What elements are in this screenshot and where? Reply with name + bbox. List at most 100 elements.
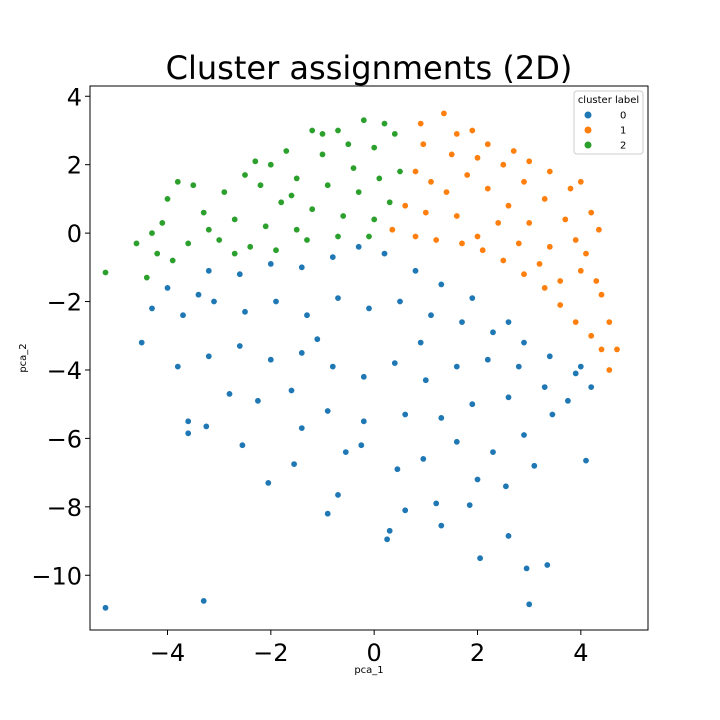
- x-tick-label: −4: [150, 639, 185, 667]
- data-point-cluster-1: [484, 140, 492, 148]
- data-point-cluster-0: [164, 284, 172, 292]
- data-point-cluster-2: [143, 274, 151, 282]
- data-point-cluster-0: [530, 462, 538, 470]
- data-point-cluster-0: [515, 363, 523, 371]
- data-point-cluster-0: [184, 429, 192, 437]
- data-point-cluster-1: [541, 195, 549, 203]
- data-point-cluster-0: [272, 297, 280, 305]
- legend-box: [573, 90, 644, 155]
- data-point-cluster-0: [476, 554, 484, 562]
- data-point-cluster-0: [226, 390, 234, 398]
- data-point-cluster-0: [254, 397, 262, 405]
- data-point-cluster-2: [205, 226, 213, 234]
- data-point-cluster-0: [468, 400, 476, 408]
- data-point-cluster-1: [494, 219, 502, 227]
- data-point-cluster-2: [391, 130, 399, 138]
- data-point-cluster-0: [205, 352, 213, 360]
- data-point-cluster-1: [556, 277, 564, 285]
- data-point-cluster-1: [595, 226, 603, 234]
- data-point-cluster-1: [541, 284, 549, 292]
- data-point-cluster-0: [202, 422, 210, 430]
- data-point-cluster-0: [236, 270, 244, 278]
- data-point-cluster-0: [417, 339, 425, 347]
- data-point-cluster-2: [339, 212, 347, 220]
- legend-marker-0: [583, 110, 593, 120]
- data-point-cluster-0: [523, 564, 531, 572]
- data-point-cluster-1: [515, 239, 523, 247]
- data-point-cluster-2: [215, 236, 223, 244]
- data-point-cluster-1: [577, 267, 585, 275]
- data-point-cluster-0: [520, 339, 528, 347]
- data-point-cluster-0: [290, 460, 298, 468]
- data-point-cluster-2: [277, 198, 285, 206]
- legend-marker-2: [583, 140, 593, 150]
- data-point-cluster-2: [246, 243, 254, 251]
- data-point-cluster-1: [613, 345, 621, 353]
- data-point-cluster-0: [355, 243, 363, 251]
- data-point-cluster-1: [605, 366, 613, 374]
- data-point-cluster-1: [597, 345, 605, 353]
- data-point-cluster-1: [417, 120, 425, 128]
- data-point-cluster-0: [342, 448, 350, 456]
- data-point-cluster-1: [422, 209, 430, 217]
- data-point-cluster-1: [510, 147, 518, 155]
- data-point-cluster-2: [375, 174, 383, 182]
- data-point-cluster-2: [200, 209, 208, 217]
- data-point-cluster-0: [298, 349, 306, 357]
- data-point-cluster-2: [386, 198, 394, 206]
- data-point-cluster-1: [388, 226, 396, 234]
- data-point-cluster-2: [220, 188, 228, 196]
- data-point-cluster-0: [383, 535, 391, 543]
- data-point-cluster-1: [499, 161, 507, 169]
- data-point-cluster-0: [303, 311, 311, 319]
- data-point-cluster-1: [587, 209, 595, 217]
- data-point-cluster-1: [432, 236, 440, 244]
- data-point-cluster-1: [597, 291, 605, 299]
- data-point-cluster-1: [592, 277, 600, 285]
- data-point-cluster-1: [520, 270, 528, 278]
- data-point-cluster-0: [437, 414, 445, 422]
- data-point-cluster-1: [499, 256, 507, 264]
- data-point-cluster-1: [546, 168, 554, 176]
- chart-title: Cluster assignments (2D): [166, 49, 573, 87]
- y-tick-label: −4: [47, 357, 82, 385]
- data-point-cluster-2: [282, 147, 290, 155]
- data-point-cluster-2: [370, 144, 378, 152]
- data-point-cluster-2: [308, 205, 316, 213]
- data-point-cluster-1: [582, 250, 590, 258]
- data-point-cluster-2: [334, 127, 342, 135]
- data-point-cluster-1: [535, 260, 543, 268]
- data-point-cluster-0: [484, 356, 492, 364]
- data-point-cluster-2: [303, 236, 311, 244]
- data-point-cluster-0: [504, 393, 512, 401]
- data-point-cluster-2: [370, 215, 378, 223]
- data-point-cluster-1: [473, 233, 481, 241]
- data-point-cluster-1: [440, 109, 448, 117]
- data-point-cluster-0: [241, 308, 249, 316]
- data-point-cluster-1: [520, 178, 528, 186]
- data-point-cluster-0: [287, 386, 295, 394]
- data-point-cluster-0: [267, 260, 275, 268]
- data-point-cluster-0: [324, 407, 332, 415]
- data-point-cluster-2: [308, 127, 316, 135]
- y-axis-label: pca_2: [18, 343, 29, 372]
- data-point-cluster-1: [605, 318, 613, 326]
- data-point-cluster-2: [148, 229, 156, 237]
- data-point-cluster-2: [365, 233, 373, 241]
- data-point-cluster-2: [256, 181, 264, 189]
- data-point-cluster-0: [473, 475, 481, 483]
- plot-frame: [89, 85, 649, 631]
- data-point-cluster-2: [287, 192, 295, 200]
- data-point-cluster-2: [334, 233, 342, 241]
- data-point-cluster-1: [546, 243, 554, 251]
- data-point-cluster-1: [556, 301, 564, 309]
- data-point-cluster-2: [184, 239, 192, 247]
- data-point-cluster-0: [564, 397, 572, 405]
- data-point-cluster-2: [293, 226, 301, 234]
- data-point-cluster-1: [572, 236, 580, 244]
- y-tick-label: −8: [47, 494, 82, 522]
- data-point-cluster-0: [504, 532, 512, 540]
- data-point-cluster-0: [329, 363, 337, 371]
- data-point-cluster-0: [458, 318, 466, 326]
- data-point-cluster-0: [453, 363, 461, 371]
